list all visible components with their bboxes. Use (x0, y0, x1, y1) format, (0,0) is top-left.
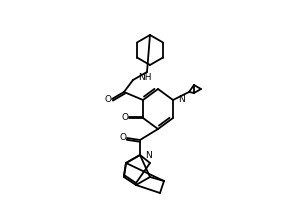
Text: O: O (104, 96, 112, 104)
Text: NH: NH (138, 73, 152, 82)
Text: O: O (122, 114, 128, 122)
Text: O: O (119, 132, 127, 142)
Text: N: N (178, 96, 185, 104)
Text: N: N (145, 150, 152, 160)
